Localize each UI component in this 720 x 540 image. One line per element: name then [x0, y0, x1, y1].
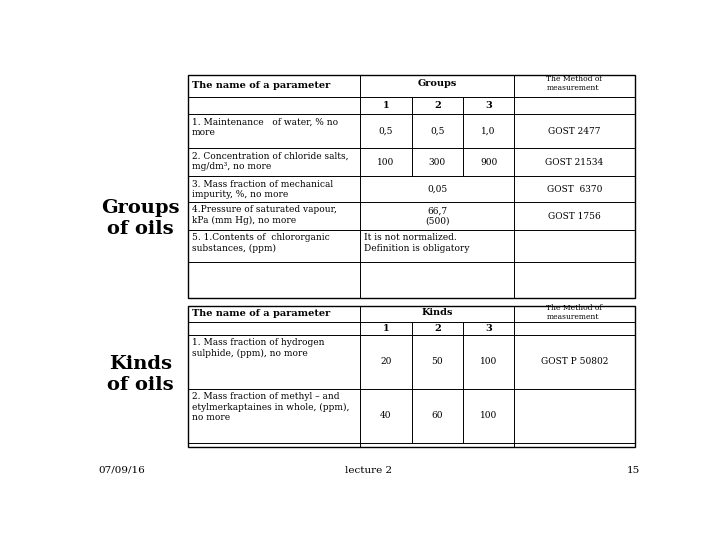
Text: It is not normalized.
Definition is obligatory: It is not normalized. Definition is obli… [364, 233, 469, 253]
Text: 15: 15 [626, 465, 639, 475]
Text: The name of a parameter: The name of a parameter [192, 309, 330, 319]
Text: 0,05: 0,05 [427, 185, 447, 194]
Text: 0,5: 0,5 [379, 127, 393, 136]
Text: GOST 1756: GOST 1756 [548, 212, 601, 220]
Text: 2: 2 [434, 324, 441, 333]
Text: 100: 100 [377, 158, 395, 167]
Text: Kinds
of oils: Kinds of oils [107, 355, 174, 394]
Text: 40: 40 [380, 411, 392, 420]
Text: 3. Mass fraction of mechanical
impurity, %, no more: 3. Mass fraction of mechanical impurity,… [192, 180, 333, 199]
Text: Groups
of oils: Groups of oils [101, 199, 179, 238]
Text: 60: 60 [431, 411, 443, 420]
Text: 3: 3 [485, 324, 492, 333]
Text: 2. Concentration of chloride salts,
mg/dm³, no more: 2. Concentration of chloride salts, mg/d… [192, 152, 348, 171]
Text: 5. 1.Contents of  chlororganic
substances, (ppm): 5. 1.Contents of chlororganic substances… [192, 233, 330, 253]
Text: 2: 2 [434, 101, 441, 110]
Text: 2. Mass fraction of methyl – and
etylmerkaptaines in whole, (ppm),
no more: 2. Mass fraction of methyl – and etylmer… [192, 392, 349, 422]
Text: Groups: Groups [418, 79, 457, 88]
Text: 100: 100 [480, 411, 498, 420]
Text: 1. Mass fraction of hydrogen
sulphide, (ppm), no more: 1. Mass fraction of hydrogen sulphide, (… [192, 338, 324, 357]
Text: 1. Maintenance   of water, % no
more: 1. Maintenance of water, % no more [192, 117, 338, 137]
Text: 300: 300 [428, 158, 446, 167]
Text: 1: 1 [382, 324, 390, 333]
Text: 4.Pressure of saturated vapour,
kPa (mm Hg), no more: 4.Pressure of saturated vapour, kPa (mm … [192, 205, 337, 225]
Text: 1,0: 1,0 [482, 127, 496, 136]
Text: 66,7
(500): 66,7 (500) [425, 206, 449, 226]
Text: GOST P 50802: GOST P 50802 [541, 357, 608, 366]
Text: The name of a parameter: The name of a parameter [192, 82, 330, 91]
Text: The Method of
measurement: The Method of measurement [546, 303, 603, 321]
Text: lecture 2: lecture 2 [346, 465, 392, 475]
Text: The Method of
measurement: The Method of measurement [546, 75, 603, 92]
Text: 0,5: 0,5 [430, 127, 444, 136]
Text: 20: 20 [380, 357, 392, 366]
Text: 50: 50 [431, 357, 443, 366]
Text: 100: 100 [480, 357, 498, 366]
Text: 3: 3 [485, 101, 492, 110]
Text: GOST 21534: GOST 21534 [546, 158, 603, 167]
Text: GOST  6370: GOST 6370 [547, 185, 602, 194]
Text: 1: 1 [382, 101, 390, 110]
Text: 07/09/16: 07/09/16 [99, 465, 145, 475]
Bar [189, 306, 635, 448]
Text: GOST 2477: GOST 2477 [549, 127, 600, 136]
Text: Kinds: Kinds [421, 308, 453, 317]
Bar [189, 75, 635, 298]
Text: 900: 900 [480, 158, 498, 167]
